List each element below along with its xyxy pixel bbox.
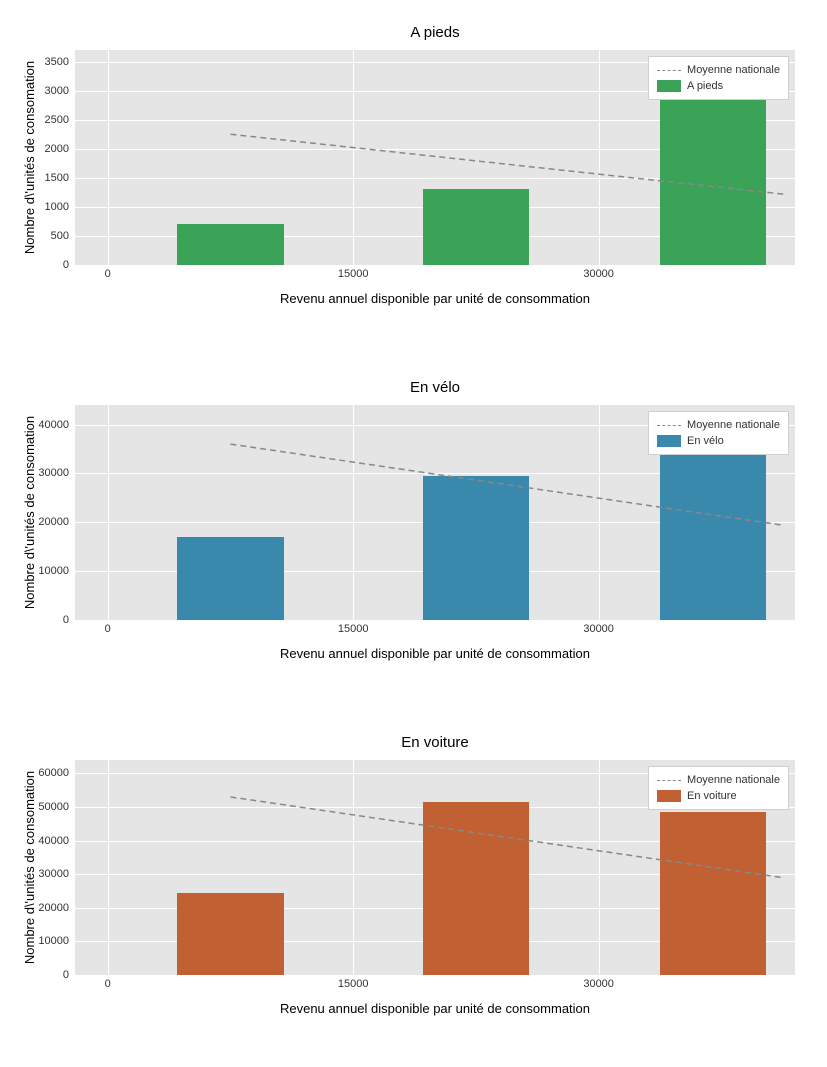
- legend-line-icon: [657, 780, 681, 781]
- legend-line-label: Moyenne nationale: [687, 64, 780, 76]
- chart-title: En vélo: [75, 379, 795, 396]
- plot-area: Moyenne nationale En voiture: [75, 760, 795, 975]
- bar: [177, 224, 283, 265]
- legend-line-icon: [657, 70, 681, 71]
- gridline-v: [108, 405, 109, 620]
- bar: [660, 79, 766, 265]
- gridline-h: [75, 975, 795, 976]
- xtick-label: 30000: [583, 268, 614, 280]
- bar: [423, 802, 529, 975]
- xlabel: Revenu annuel disponible par unité de co…: [75, 1001, 795, 1016]
- bar: [423, 476, 529, 620]
- legend-line-label: Moyenne nationale: [687, 774, 780, 786]
- gridline-v: [599, 405, 600, 620]
- legend: Moyenne nationale En vélo: [648, 411, 789, 455]
- legend: Moyenne nationale A pieds: [648, 56, 789, 100]
- subplot-velo: En véloMoyenne nationaleEn vélo010000200…: [75, 375, 795, 655]
- legend-row-line: Moyenne nationale: [657, 417, 780, 433]
- bar: [660, 812, 766, 975]
- gridline-v: [353, 405, 354, 620]
- gridline-v: [353, 50, 354, 265]
- ylabel: Nombre d\'unités de consomation: [20, 760, 40, 975]
- legend-row-patch: A pieds: [657, 78, 780, 94]
- bar: [177, 537, 283, 620]
- gridline-v: [599, 760, 600, 975]
- ylabel: Nombre d\'unités de consomation: [20, 50, 40, 265]
- gridline-v: [599, 50, 600, 265]
- chart-title: A pieds: [75, 24, 795, 41]
- xlabel: Revenu annuel disponible par unité de co…: [75, 291, 795, 306]
- bar: [660, 437, 766, 620]
- plot-area: Moyenne nationale En vélo: [75, 405, 795, 620]
- ylabel-text: Nombre d\'unités de consomation: [23, 61, 38, 254]
- subplot-voiture: En voitureMoyenne nationaleEn voiture010…: [75, 730, 795, 1010]
- legend-patch-label: A pieds: [687, 80, 723, 92]
- legend-row-patch: En vélo: [657, 433, 780, 449]
- legend: Moyenne nationale En voiture: [648, 766, 789, 810]
- xtick-label: 0: [105, 623, 111, 635]
- legend-row-line: Moyenne nationale: [657, 62, 780, 78]
- xtick-label: 15000: [338, 623, 369, 635]
- legend-line-label: Moyenne nationale: [687, 419, 780, 431]
- gridline-h: [75, 620, 795, 621]
- xtick-label: 0: [105, 978, 111, 990]
- xtick-label: 0: [105, 268, 111, 280]
- xtick-label: 15000: [338, 978, 369, 990]
- ylabel-text: Nombre d\'unités de consomation: [23, 416, 38, 609]
- gridline-v: [108, 760, 109, 975]
- figure: A piedsMoyenne nationaleA pieds050010001…: [0, 0, 827, 1067]
- xtick-label: 30000: [583, 623, 614, 635]
- xlabel: Revenu annuel disponible par unité de co…: [75, 646, 795, 661]
- legend-line-icon: [657, 425, 681, 426]
- xtick-label: 30000: [583, 978, 614, 990]
- subplot-pieds: A piedsMoyenne nationaleA pieds050010001…: [75, 20, 795, 300]
- legend-patch-icon: [657, 80, 681, 92]
- legend-row-patch: En voiture: [657, 788, 780, 804]
- plot-area: Moyenne nationale A pieds: [75, 50, 795, 265]
- legend-patch-label: En vélo: [687, 435, 724, 447]
- gridline-v: [353, 760, 354, 975]
- ylabel: Nombre d\'unités de consomation: [20, 405, 40, 620]
- legend-patch-label: En voiture: [687, 790, 737, 802]
- bar: [423, 189, 529, 265]
- legend-patch-icon: [657, 435, 681, 447]
- gridline-h: [75, 265, 795, 266]
- gridline-v: [108, 50, 109, 265]
- legend-patch-icon: [657, 790, 681, 802]
- xtick-label: 15000: [338, 268, 369, 280]
- bar: [177, 893, 283, 975]
- legend-row-line: Moyenne nationale: [657, 772, 780, 788]
- ylabel-text: Nombre d\'unités de consomation: [23, 771, 38, 964]
- chart-title: En voiture: [75, 734, 795, 751]
